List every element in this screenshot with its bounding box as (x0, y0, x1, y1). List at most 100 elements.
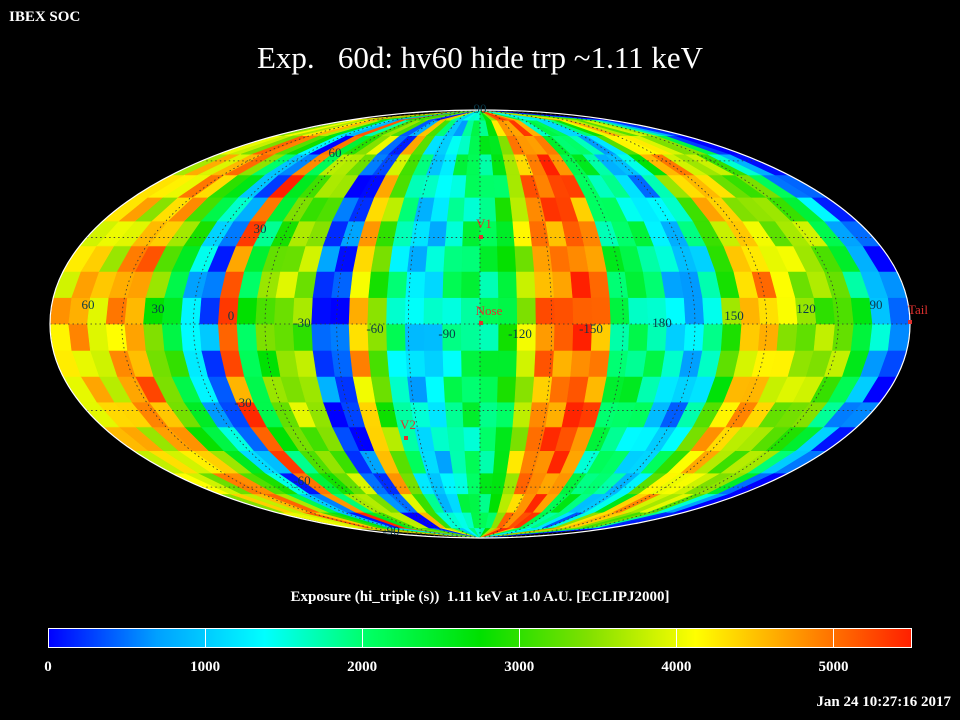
marker-dot (908, 320, 912, 324)
exposure-pixel (446, 426, 466, 452)
exposure-pixel (87, 323, 110, 351)
exposure-pixel (570, 350, 592, 377)
meridian-line (407, 110, 481, 538)
marker-label: Tail (908, 302, 928, 317)
latitude-label: 30 (254, 221, 267, 236)
exposure-pixel (389, 245, 411, 272)
exposure-pixel (535, 297, 556, 325)
longitude-label: 0 (228, 308, 235, 323)
exposure-pixel (407, 245, 429, 272)
exposure-pixel (443, 376, 463, 403)
colorbar-tick (362, 629, 364, 647)
exposure-pixel (720, 323, 743, 351)
exposure-pixel (255, 323, 277, 351)
colorbar-tick (519, 629, 521, 647)
exposure-pixel (832, 297, 855, 325)
exposure-pixel (702, 323, 724, 351)
longitude-label: 90 (870, 297, 883, 312)
exposure-pixel (776, 323, 799, 351)
exposure-pixel (479, 401, 498, 428)
exposure-pixel (407, 376, 429, 403)
meridian-line (192, 110, 481, 538)
exposure-pixel (869, 323, 892, 351)
exposure-pixel (425, 245, 446, 272)
exposure-pixel (442, 350, 463, 377)
exposure-pixel (552, 350, 574, 377)
exposure-pixel (349, 350, 372, 377)
exposure-pixel (449, 174, 467, 198)
exposure-pixel (217, 323, 240, 351)
longitude-label: -30 (293, 315, 310, 330)
marker-label: V1 (476, 216, 492, 231)
exposure-pixel (516, 297, 537, 325)
exposure-pixel (161, 297, 184, 325)
exposure-pixel (553, 297, 574, 325)
colorbar-tick (833, 629, 835, 647)
exposure-pixel (628, 323, 649, 351)
latitude-label: 90 (474, 101, 487, 116)
exposure-pixel (124, 297, 147, 325)
longitude-label: -120 (508, 326, 532, 341)
longitude-label: 30 (152, 301, 165, 316)
exposure-pixel (512, 401, 533, 428)
exposure-pixel (479, 245, 499, 272)
exposure-pixel (199, 297, 221, 325)
exposure-pixel (464, 174, 481, 198)
exposure-pixel (461, 350, 481, 377)
exposure-pixel (330, 323, 351, 351)
exposure-pixel (199, 323, 221, 351)
timestamp: Jan 24 10:27:16 2017 (816, 694, 951, 710)
exposure-pixel (479, 174, 496, 198)
exposure-pixel (461, 245, 481, 272)
exposure-pixel (496, 401, 516, 428)
exposure-pixel (887, 323, 910, 351)
colorbar-tick-label: 1000 (190, 659, 221, 675)
meridian-line (479, 110, 839, 538)
graticule-labels: 60 30 0 -30 -60 -90 -120 -150 180 150 120 90 90 60 30 -… (82, 101, 929, 538)
exposure-pixel (813, 323, 836, 351)
exposure-pixel (311, 297, 332, 325)
exposure-pixel (423, 297, 444, 325)
colorbar-tick-label: 5000 (818, 659, 849, 675)
exposure-pixel (739, 323, 761, 351)
exposure-pixel (479, 350, 499, 377)
colorbar (48, 628, 912, 648)
exposure-pixel (850, 323, 873, 351)
exposure-pixel (553, 323, 574, 351)
exposure-pixel (143, 323, 165, 351)
marker-dot (404, 436, 408, 440)
exposure-pixel (405, 271, 426, 298)
exposure-pixel (442, 271, 463, 298)
exposure-pixel (887, 297, 910, 325)
exposure-pixel (444, 401, 464, 428)
exposure-pixel (349, 271, 372, 298)
exposure-pixel (570, 271, 592, 298)
exposure-pixel (494, 197, 514, 222)
exposure-pixel (609, 323, 630, 351)
exposure-pixel (68, 323, 91, 351)
exposure-pixel (463, 426, 481, 452)
exposure-pixel (813, 297, 836, 325)
exposure-pixel (330, 297, 351, 325)
exposure-pixel (331, 271, 354, 298)
map-markers (404, 235, 912, 440)
exposure-pixel (423, 271, 445, 298)
exposure-pixel (702, 297, 724, 325)
exposure-pixel (273, 323, 295, 351)
exposure-pixel (757, 323, 780, 351)
exposure-pixel (795, 323, 817, 351)
exposure-pixel (449, 450, 467, 474)
exposure-pixel (497, 271, 518, 298)
longitude-label: 180 (652, 315, 672, 330)
colorbar-tick-label: 3000 (504, 659, 535, 675)
exposure-pixel (180, 297, 203, 325)
exposure-pixel (466, 472, 481, 495)
exposure-pixel (331, 350, 354, 377)
exposure-pixel (683, 323, 705, 351)
exposure-pixel (236, 323, 258, 351)
exposure-pixel (552, 271, 574, 298)
colorbar-title: Exposure (hi_triple (s)) 1.11 keV at 1.0… (290, 589, 670, 605)
exposure-pixel (497, 376, 517, 403)
marker-dot (479, 235, 483, 239)
